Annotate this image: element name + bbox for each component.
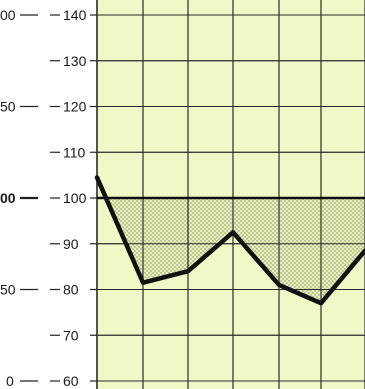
series-line: [94, 175, 365, 306]
left-tick-label: 00: [0, 190, 16, 206]
y-tick-label: 70: [63, 327, 79, 343]
y-tick-label: 80: [63, 282, 79, 298]
left-tick-label: 0: [6, 373, 14, 389]
left-tick-label: 50: [0, 282, 16, 298]
y-tick-label: 60: [63, 373, 79, 389]
left-axis-ticks: 00 50 00 50 0: [0, 7, 38, 389]
plot-area: [97, 0, 365, 389]
y-tick-label: 110: [63, 144, 86, 160]
y-tick-label: 120: [63, 99, 87, 115]
left-tick-label: 50: [0, 99, 16, 115]
grid-lines-overlay: [96, 0, 365, 389]
y-tick-label: 90: [63, 236, 79, 252]
y-tick-label: 130: [63, 53, 87, 69]
below-baseline-shaded-area: [106, 198, 365, 304]
y-tick-label: 100: [63, 190, 87, 206]
y-tick-label: 140: [63, 7, 87, 23]
left-tick-label: 00: [0, 7, 16, 23]
y-axis-ticks: 140 130 120 110 100 90 80 70 60: [50, 7, 97, 389]
